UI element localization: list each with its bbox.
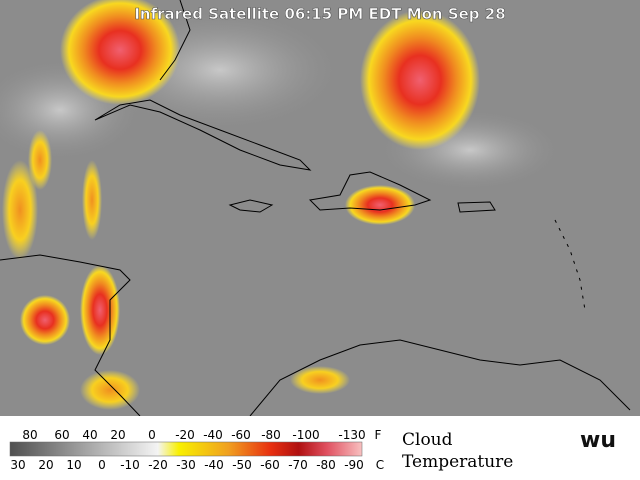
south-america — [249, 339, 631, 417]
fahrenheit-label: 40 — [82, 428, 97, 442]
celsius-label: -10 — [120, 458, 140, 472]
logo: wu — [580, 428, 616, 453]
storm — [345, 185, 415, 225]
fahrenheit-label: -130 — [338, 428, 365, 442]
storm — [80, 265, 120, 355]
color-scale — [9, 441, 363, 457]
legend-title: Cloud — [402, 430, 453, 450]
coastlines — [0, 0, 631, 417]
storm — [20, 295, 70, 345]
title: Infrared Satellite 06:15 PM EDT Mon Sep … — [134, 5, 505, 23]
celsius-label: 0 — [98, 458, 106, 472]
fahrenheit-label: 20 — [110, 428, 125, 442]
legend: F C Cloud Temperature wu 80 60 40 20 0 -20 -40… — [0, 416, 640, 480]
celsius-label: -50 — [232, 458, 252, 472]
florida — [159, 0, 191, 81]
celsius-label: 30 — [10, 458, 25, 472]
storm — [2, 160, 38, 260]
celsius-label: 20 — [38, 458, 53, 472]
celsius-label: -80 — [316, 458, 336, 472]
fahrenheit-label: -20 — [175, 428, 195, 442]
storm — [80, 370, 140, 410]
legend-title: Temperature — [402, 452, 513, 472]
celsius-label: -90 — [344, 458, 364, 472]
fahrenheit-label: -60 — [231, 428, 251, 442]
storm — [60, 0, 180, 105]
fahrenheit-label: 0 — [148, 428, 156, 442]
cuba — [94, 99, 312, 171]
fahrenheit-label: -80 — [261, 428, 281, 442]
fahrenheit-label: 60 — [54, 428, 69, 442]
celsius-label: -30 — [176, 458, 196, 472]
fahrenheit-label: 80 — [22, 428, 37, 442]
map: Infrared Satellite 06:15 PM EDT Mon Sep … — [0, 0, 640, 417]
unit-label: F — [375, 428, 382, 442]
celsius-label: -40 — [204, 458, 224, 472]
celsius-label: -20 — [148, 458, 168, 472]
storm — [28, 130, 52, 190]
celsius-label: 10 — [66, 458, 81, 472]
storm — [82, 160, 102, 240]
unit-label: C — [376, 458, 384, 472]
storm — [290, 366, 350, 394]
fahrenheit-label: -40 — [203, 428, 223, 442]
fahrenheit-label: -100 — [292, 428, 319, 442]
central-america — [0, 254, 141, 417]
hispaniola — [308, 171, 432, 211]
storm — [360, 10, 480, 150]
celsius-label: -60 — [260, 458, 280, 472]
puerto-rico — [457, 201, 496, 213]
celsius-label: -70 — [288, 458, 308, 472]
jamaica — [228, 199, 274, 213]
